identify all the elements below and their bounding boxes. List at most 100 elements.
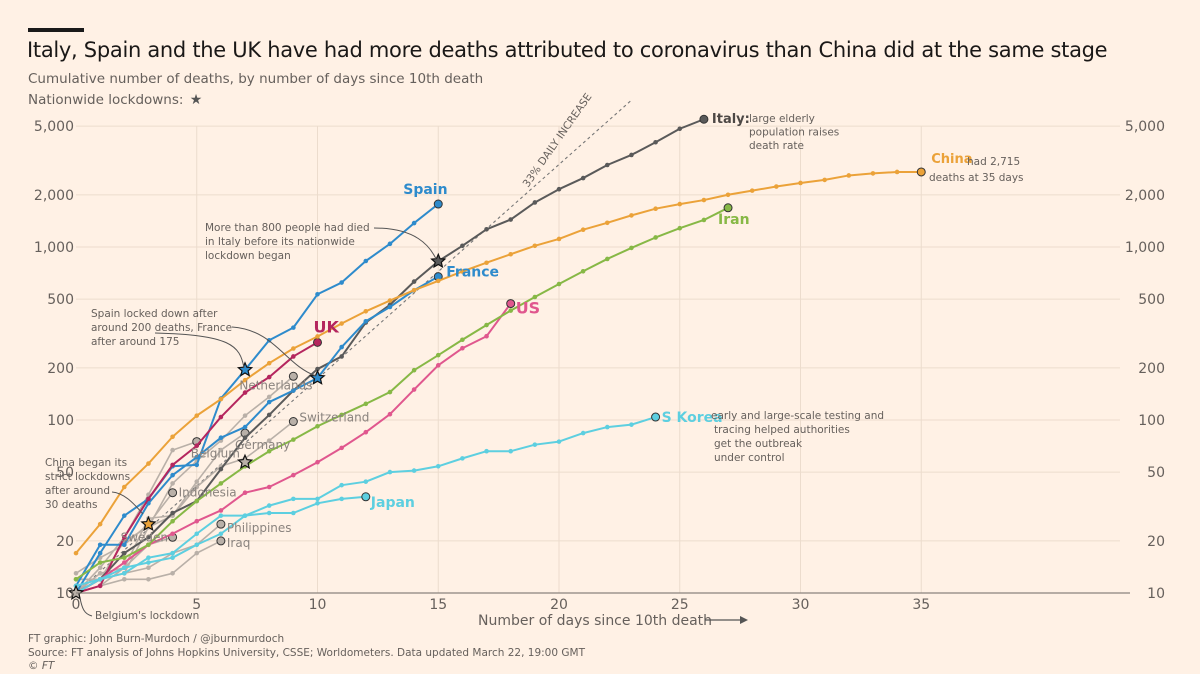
data-point <box>411 279 417 284</box>
lockdown-star-icon <box>140 515 157 532</box>
data-point <box>122 560 127 565</box>
y-tick-label-left: 500 <box>47 292 74 308</box>
data-point <box>194 542 200 548</box>
data-point <box>629 213 634 218</box>
annotation-line: after around <box>45 485 110 497</box>
y-tick-label-right: 20 <box>1147 534 1165 550</box>
data-point <box>532 243 538 249</box>
arrow-icon <box>740 616 748 624</box>
data-point <box>363 308 369 314</box>
y-tick-label-right: 200 <box>1138 361 1165 377</box>
data-point <box>411 367 417 373</box>
data-point <box>387 469 393 475</box>
series-endpoint <box>433 199 443 209</box>
data-point <box>653 235 658 240</box>
data-point <box>97 583 103 589</box>
lockdown-star-icon <box>309 369 326 385</box>
data-point <box>315 334 320 339</box>
data-point <box>315 500 320 506</box>
annotation-line: population raises <box>749 127 839 139</box>
data-point <box>315 366 320 372</box>
data-point <box>580 175 586 181</box>
series-china <box>73 167 926 556</box>
data-point <box>411 287 417 293</box>
series-endpoint <box>699 114 709 124</box>
data-point <box>194 550 200 556</box>
annotation-line: 30 deaths <box>45 499 98 511</box>
data-point <box>605 220 610 226</box>
y-tick-label-right: 1,000 <box>1125 240 1165 256</box>
data-point <box>339 354 344 359</box>
series-label: Indonesia <box>179 486 237 500</box>
series-label: Switzerland <box>299 411 369 425</box>
annotation-line: around 200 deaths, France <box>91 322 232 334</box>
data-point <box>170 510 175 516</box>
data-point <box>484 448 489 454</box>
chart-title: Italy, Spain and the UK have had more de… <box>27 38 1108 62</box>
data-point <box>122 513 127 518</box>
data-point <box>146 560 151 565</box>
credit-text: FT graphic: John Burn-Murdoch / @jburnmu… <box>28 633 285 645</box>
data-point <box>73 550 79 556</box>
data-point <box>435 352 441 358</box>
series-japan <box>73 492 371 596</box>
series-line <box>75 118 705 594</box>
data-point <box>170 434 175 440</box>
skorea-note-2: tracing helped authorities get the outbre… <box>714 424 850 464</box>
data-point <box>291 437 296 442</box>
data-point <box>701 217 707 223</box>
data-point <box>194 518 200 524</box>
annotation-line: large elderly <box>749 113 815 125</box>
y-tick-label-left: 50 <box>56 465 74 481</box>
data-point <box>556 281 562 287</box>
series-label: UK <box>314 317 340 336</box>
data-point <box>194 462 200 468</box>
data-point <box>629 245 634 251</box>
chart-subtitle: Cumulative number of deaths, by number o… <box>28 71 484 87</box>
data-point <box>846 173 852 178</box>
data-point <box>242 490 248 495</box>
data-point <box>218 396 224 402</box>
series-endpoint <box>916 167 926 177</box>
data-point <box>170 472 175 478</box>
star-icon: ★ <box>189 92 203 108</box>
series-label: Spain <box>403 182 447 198</box>
data-point <box>605 256 610 262</box>
data-point <box>97 521 103 527</box>
series-label: Netherlands <box>239 378 312 392</box>
series-endpoint <box>168 488 178 498</box>
data-point <box>653 206 658 211</box>
series-endpoint <box>288 417 298 427</box>
data-point <box>122 550 127 556</box>
data-point <box>194 531 200 537</box>
data-point <box>242 513 248 518</box>
y-tick-label-left: 20 <box>56 534 74 550</box>
annotation-leader <box>231 326 317 377</box>
data-point <box>460 456 465 461</box>
data-point <box>387 389 393 395</box>
data-point <box>484 333 489 339</box>
y-tick-label-right: 100 <box>1138 413 1165 429</box>
data-point <box>629 152 634 158</box>
data-point <box>266 448 272 454</box>
data-point <box>460 337 465 343</box>
data-point <box>532 442 538 447</box>
data-point <box>605 162 610 168</box>
data-point <box>218 447 224 453</box>
series-label: France <box>446 265 499 281</box>
annotation-line: under control <box>714 452 785 464</box>
data-point <box>97 577 103 582</box>
series-label: Italy: <box>712 112 750 127</box>
series-endpoint <box>216 536 226 546</box>
series-line <box>75 440 198 594</box>
data-point <box>508 448 513 454</box>
data-point <box>339 280 344 285</box>
y-tick-label-left: 10 <box>56 586 74 602</box>
annotation-china: China began its strict lockdowns after aro… <box>45 457 130 511</box>
data-point <box>291 472 296 478</box>
series-endpoint <box>313 337 322 347</box>
y-tick-label-left: 2,000 <box>34 188 74 204</box>
data-point <box>749 188 755 193</box>
series-label: Iran <box>718 212 750 228</box>
